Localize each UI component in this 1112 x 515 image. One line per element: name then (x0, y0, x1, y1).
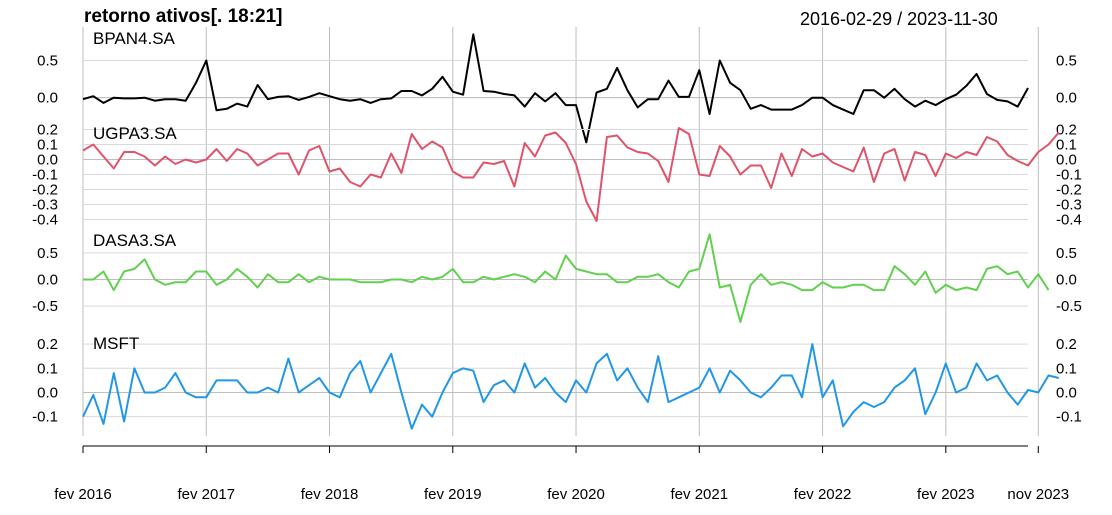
y-tick-label-right: 0.0 (1056, 272, 1077, 289)
y-tick-label-right: 0.5 (1056, 52, 1077, 69)
series-line-ugpa3-sa (82, 127, 1060, 222)
x-tick-label: fev 2017 (177, 486, 235, 503)
x-tick-label: fev 2018 (301, 486, 359, 503)
x-tick-label: fev 2022 (794, 486, 852, 503)
series-label: MSFT (93, 334, 139, 353)
x-tick-label: nov 2023 (1007, 486, 1069, 503)
y-tick-label-left: 0.2 (37, 122, 58, 139)
series-label: DASA3.SA (93, 231, 177, 250)
y-tick-label-right: 0.5 (1056, 245, 1077, 262)
series-label: UGPA3.SA (93, 124, 177, 143)
y-tick-label-right: 0.0 (1056, 384, 1077, 401)
y-tick-label-right: 0.2 (1056, 336, 1077, 353)
y-tick-label-right: -0.2 (1056, 182, 1082, 199)
y-tick-label-left: 0.2 (37, 336, 58, 353)
y-tick-label-left: 0.1 (37, 360, 58, 377)
series-line-msft (82, 343, 1060, 430)
y-tick-label-right: -0.4 (1056, 212, 1082, 229)
y-tick-label-right: -0.1 (1056, 167, 1082, 184)
y-tick-label-right: 0.2 (1056, 122, 1077, 139)
y-tick-label-right: -0.3 (1056, 197, 1082, 214)
y-tick-label-left: -0.4 (32, 212, 58, 229)
y-tick-label-right: 0.0 (1056, 152, 1077, 169)
y-tick-label-left: -0.5 (32, 298, 58, 315)
y-tick-label-left: 0.0 (37, 90, 58, 107)
x-tick-label: fev 2021 (671, 486, 729, 503)
series-line-bpan4-sa (82, 33, 1029, 144)
y-tick-label-right: 0.0 (1056, 90, 1077, 107)
y-tick-label-left: 0.5 (37, 245, 58, 262)
y-tick-label-left: -0.3 (32, 197, 58, 214)
x-tick-label: fev 2023 (917, 486, 975, 503)
y-tick-label-left: 0.0 (37, 272, 58, 289)
date-range-label: 2016-02-29 / 2023-11-30 (800, 9, 998, 29)
y-tick-label-left: -0.1 (32, 167, 58, 184)
x-tick-label: fev 2019 (424, 486, 482, 503)
y-tick-label-right: -0.5 (1056, 298, 1082, 315)
chart-title: retorno ativos[. 18:21] (84, 6, 283, 27)
y-tick-label-left: -0.2 (32, 182, 58, 199)
y-tick-label-left: 0.5 (37, 52, 58, 69)
y-tick-label-right: -0.1 (1056, 409, 1082, 426)
y-tick-label-left: 0.0 (37, 152, 58, 169)
x-tick-label: fev 2020 (547, 486, 605, 503)
x-tick-label: fev 2016 (54, 486, 112, 503)
y-tick-label-left: 0.0 (37, 384, 58, 401)
y-tick-label-left: -0.1 (32, 409, 58, 426)
series-label: BPAN4.SA (93, 29, 176, 48)
y-tick-label-right: 0.1 (1056, 137, 1077, 154)
y-tick-label-right: 0.1 (1056, 360, 1077, 377)
series-line-dasa3-sa (83, 233, 1050, 323)
y-tick-label-left: 0.1 (37, 137, 58, 154)
